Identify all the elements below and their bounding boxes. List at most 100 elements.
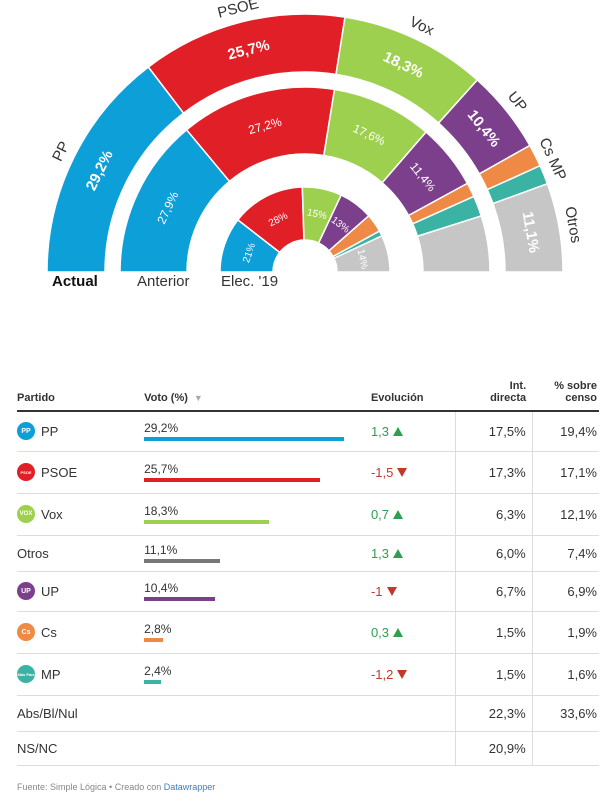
ring-label-elec-19: Elec. '19 (221, 273, 279, 290)
evolucion-value-up: -1 (370, 583, 383, 599)
cell-voto: 10,4% (144, 571, 371, 612)
voto-value-up: 10,4% (144, 581, 179, 595)
voto-bar-pp (144, 437, 345, 442)
footer-prefix: Fuente: Simple Lógica • Creado con (17, 782, 164, 792)
arc-segment-otros-ring-2[interactable] (332, 234, 391, 273)
cell-evolucion: -1,2 (370, 653, 456, 696)
voto-value-vox: 18,3% (144, 504, 179, 518)
cell-int-directa: 6,0% (455, 535, 533, 572)
header-int-line2: directa (490, 392, 527, 404)
cell-voto: 25,7% (144, 451, 371, 494)
cell-censo: 12,1% (531, 493, 599, 536)
voto-value-pp: 29,2% (144, 421, 179, 436)
voto-bar-cs (144, 638, 164, 642)
cell-evolucion: -1 (370, 571, 456, 612)
cell-voto: 2,8% (144, 611, 371, 654)
evolucion-value-vox: 0,7 (370, 506, 390, 522)
voto-value-psoe: 25,7% (144, 462, 179, 476)
voto-value-otros: 11,1% (144, 543, 178, 557)
table-row: Más País MP 2,4% -1,2 1,5% 1,6% (17, 653, 599, 696)
party-label-otros: Otros (561, 205, 584, 244)
cell-evolucion: 0,3 (370, 611, 456, 654)
cell-voto: 2,4% (144, 653, 371, 696)
evolucion-value-otros: 1,3 (370, 545, 390, 561)
voto-value-cs: 2,8% (144, 622, 172, 636)
sort-icon[interactable]: ▼ (193, 393, 203, 403)
semicircle-chart: 29,2%25,7% 18,3%10,4%11,1%27,9%27,2% 17,6%… (46, 0, 584, 273)
cell-evolucion: 0,7 (370, 493, 456, 536)
voto-bar-up (144, 597, 216, 601)
table-row: Cs Cs 2,8% 0,3 1,5% 1,9% (17, 611, 599, 654)
table-row: Otros 11,1% 1,3 6,0% 7,4% (17, 535, 599, 572)
voto-bar-mp (144, 680, 161, 684)
header-evolucion[interactable]: Evolución (370, 368, 456, 412)
results-table: Partido Voto (%) ▼ Evolución Int. directa … (17, 368, 599, 766)
vox-logo-icon: VOX (17, 505, 35, 523)
arrow-up-icon (393, 509, 404, 519)
cell-int-directa: 6,7% (455, 571, 533, 612)
party-name-mp: MP (41, 666, 61, 682)
footer-source: Fuente: Simple Lógica • Creado con Dataw… (17, 782, 215, 792)
evolucion-value-pp: 1,3 (370, 423, 390, 439)
arrow-down-icon (386, 586, 397, 596)
cell-evolucion: 1,3 (370, 535, 456, 572)
party-name-up: UP (41, 583, 60, 599)
cell-voto (144, 695, 371, 732)
table-header-row: Partido Voto (%) ▼ Evolución Int. directa … (17, 368, 599, 412)
cell-voto: 18,3% (144, 493, 371, 536)
cell-evolucion: -1,5 (370, 451, 456, 494)
party-name-otros: Otros (17, 545, 49, 561)
party-name-abs-bl-nul: Abs/Bl/Nul (17, 705, 78, 721)
cell-int-directa: 1,5% (455, 653, 533, 696)
cell-int-directa: 17,3% (455, 451, 533, 494)
arrow-up-icon (393, 548, 404, 558)
party-label-pp: PP (49, 139, 73, 164)
psoe-logo-icon: PSOE (17, 463, 35, 481)
header-partido[interactable]: Partido (17, 368, 145, 412)
table-row: NS/NC 20,9% (17, 731, 599, 766)
header-censo[interactable]: % sobre censo (532, 368, 599, 412)
table-row: PSOE PSOE 25,7% -1,5 17,3% 17,1% (17, 451, 599, 494)
cell-partido: PP PP (17, 411, 145, 452)
voto-value-mp: 2,4% (144, 664, 172, 678)
evolucion-value-psoe: -1,5 (370, 464, 394, 480)
arc-segment-otros-ring-0[interactable] (491, 182, 564, 273)
cell-partido: NS/NC (17, 731, 145, 766)
arrow-up-icon (393, 426, 404, 436)
cell-censo (531, 731, 599, 766)
cell-int-directa: 1,5% (455, 611, 533, 654)
voto-bar-vox (144, 520, 270, 524)
up-logo-icon: UP (17, 582, 35, 600)
arrow-down-icon (397, 669, 408, 679)
header-voto[interactable]: Voto (%) ▼ (144, 368, 371, 412)
cell-partido: PSOE PSOE (17, 451, 145, 494)
evolucion-value-mp: -1,2 (370, 666, 394, 682)
cell-int-directa: 22,3% (455, 695, 533, 732)
cell-int-directa: 20,9% (455, 731, 533, 766)
party-name-pp: PP (41, 423, 59, 439)
cell-evolucion (370, 731, 456, 766)
table-row: VOX Vox 18,3% 0,7 6,3% 12,1% (17, 493, 599, 536)
cell-voto: 29,2% (144, 411, 371, 452)
ring-label-actual: Actual (52, 273, 98, 290)
pp-logo-icon: PP (17, 422, 35, 441)
cell-evolucion (370, 695, 456, 732)
datawrapper-link[interactable]: Datawrapper (163, 782, 216, 792)
party-name-cs: Cs (41, 624, 57, 640)
cell-partido: Más País MP (17, 653, 145, 696)
cell-censo: 33,6% (531, 695, 599, 732)
party-name-ns-nc: NS/NC (17, 740, 58, 756)
party-label-vox: Vox (407, 13, 437, 39)
cell-partido: VOX Vox (17, 493, 145, 536)
cell-censo: 17,1% (531, 451, 599, 494)
header-int-directa[interactable]: Int. directa (455, 368, 533, 412)
cell-partido: Abs/Bl/Nul (17, 695, 145, 732)
header-censo-line2: censo (565, 392, 597, 404)
voto-bar-psoe (144, 478, 321, 482)
table-row: PP PP 29,2% 1,3 17,5% 19,4% (17, 411, 599, 452)
arc-segment-otros-ring-1[interactable] (416, 214, 491, 273)
cell-censo: 7,4% (531, 535, 599, 572)
header-voto-label: Voto (%) (144, 392, 188, 404)
cell-int-directa: 6,3% (455, 493, 533, 536)
cell-int-directa: 17,5% (455, 411, 533, 452)
